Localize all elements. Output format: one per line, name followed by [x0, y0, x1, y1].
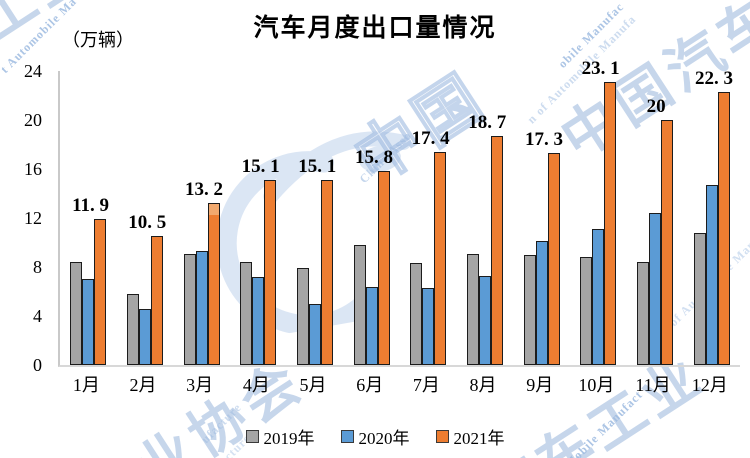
bar-2021年-7月: [434, 151, 447, 365]
y-axis-unit-label: （万辆）: [62, 30, 134, 50]
x-axis-labels: 1月 2月 3月 4月 5月 6月 7月 8月 9月 10月 11月 12月: [58, 371, 738, 397]
y-tick-label: 24: [24, 61, 42, 81]
y-tick-label: 0: [33, 355, 42, 375]
legend-item-2021年: 2021年: [435, 424, 505, 449]
month-group: 10. 5: [117, 71, 174, 365]
legend: 2019年 2020年 2021年: [0, 424, 750, 449]
bar-2019年-1月: [70, 262, 83, 365]
bar-2020年-3月: [195, 251, 208, 365]
legend-label: 2020年: [358, 429, 410, 448]
month-group: 11. 9: [60, 71, 117, 365]
bar-2021年-10月: [604, 82, 617, 365]
bar-2021年-4月: [264, 180, 277, 365]
bar-2020年-12月: [705, 184, 718, 365]
bar-2019年-11月: [637, 262, 650, 365]
month-group: 13. 2: [173, 71, 230, 365]
legend-label: 2021年: [453, 429, 505, 448]
data-label: 18. 7: [468, 111, 507, 133]
y-tick-label: 8: [33, 257, 42, 277]
bar-2019年-2月: [127, 293, 139, 365]
legend-swatch: [245, 430, 259, 443]
y-tick-label: 16: [24, 159, 42, 179]
bar-2020年-9月: [535, 241, 548, 365]
bar-2021年-11月: [661, 120, 674, 365]
bar-2021年-3月: [207, 203, 220, 365]
data-label: 17. 3: [524, 129, 563, 151]
bar-2021年-1月: [94, 219, 107, 365]
bar-2021年-5月: [321, 180, 334, 365]
bar-2020年-6月: [365, 286, 378, 365]
bar-2019年-9月: [523, 254, 536, 365]
bar-2019年-6月: [353, 244, 366, 365]
legend-swatch: [435, 430, 449, 443]
chart-title: 汽车月度出口量情况: [253, 15, 497, 42]
bar-2021年-9月: [547, 153, 560, 365]
bar-2020年-7月: [422, 287, 435, 365]
data-label: 13. 2: [184, 179, 223, 201]
bar-2019年-5月: [297, 268, 310, 365]
bar-2019年-4月: [240, 262, 253, 365]
bar-2019年-7月: [410, 263, 423, 365]
month-group: 15. 8: [343, 71, 400, 365]
bar-2019年-8月: [467, 253, 480, 365]
month-group: 15. 1: [287, 71, 344, 365]
bar-2019年-12月: [693, 232, 706, 365]
bar-2020年-11月: [649, 213, 662, 365]
month-group: 15. 1: [230, 71, 287, 365]
legend-swatch: [340, 430, 354, 443]
bar-2020年-5月: [309, 303, 322, 365]
x-tick-label: 1月: [72, 375, 100, 395]
data-label: 17. 4: [411, 127, 450, 149]
x-tick-label: 7月: [412, 375, 440, 395]
data-label: 23. 1: [581, 58, 620, 80]
bar-2021年-8月: [491, 135, 504, 365]
data-label: 22. 3: [694, 67, 733, 89]
bar-2021年-12月: [717, 91, 730, 365]
x-tick-label: 8月: [469, 375, 497, 395]
x-tick-label: 9月: [526, 375, 554, 395]
bar-2019年-10月: [580, 257, 593, 365]
legend-item-2020年: 2020年: [340, 424, 410, 449]
x-tick-label: 11月: [635, 375, 671, 395]
bar-2021年-2月: [151, 236, 163, 365]
bar-2021年-6月: [377, 171, 390, 365]
x-tick-label: 10月: [578, 375, 615, 395]
data-label: 10. 5: [128, 212, 167, 234]
x-tick-label: 12月: [691, 375, 728, 395]
month-group: 17. 4: [400, 71, 457, 365]
y-tick-label: 20: [24, 110, 42, 130]
x-tick-label: 3月: [186, 375, 214, 395]
y-tick-label: 4: [33, 306, 42, 326]
bar-2020年-8月: [479, 275, 492, 365]
bar-highlight-cap: [208, 204, 219, 216]
bar-2020年-10月: [592, 229, 605, 365]
month-group: 23. 1: [570, 59, 627, 365]
x-tick-label: 2月: [129, 375, 157, 395]
month-group: 22. 3: [683, 67, 740, 365]
bar-2020年-2月: [139, 308, 151, 365]
month-group: 20: [627, 71, 684, 365]
legend-label: 2019年: [263, 429, 315, 448]
data-label: 15. 1: [241, 156, 280, 178]
x-tick-label: 5月: [299, 375, 327, 395]
bar-2019年-3月: [183, 253, 196, 365]
month-group: 17. 3: [513, 71, 570, 365]
x-tick-label: 6月: [356, 375, 384, 395]
month-group: 18. 7: [457, 71, 514, 365]
data-label: 11. 9: [72, 195, 110, 217]
legend-item-2019年: 2019年: [245, 424, 315, 449]
data-label: 15. 1: [298, 156, 337, 178]
bar-2020年-1月: [82, 279, 95, 365]
data-label: 15. 8: [354, 147, 393, 169]
x-tick-label: 4月: [242, 375, 270, 395]
bar-2020年-4月: [252, 276, 265, 365]
plot-area: 11. 9 10. 5 13. 2 15. 1 15. 1 15. 8 17. 4 18. 7…: [58, 59, 740, 367]
y-axis-ticks: 24 20 16 12 8 4 0: [0, 61, 46, 375]
y-tick-label: 12: [24, 208, 42, 228]
data-label: 20: [646, 96, 666, 117]
